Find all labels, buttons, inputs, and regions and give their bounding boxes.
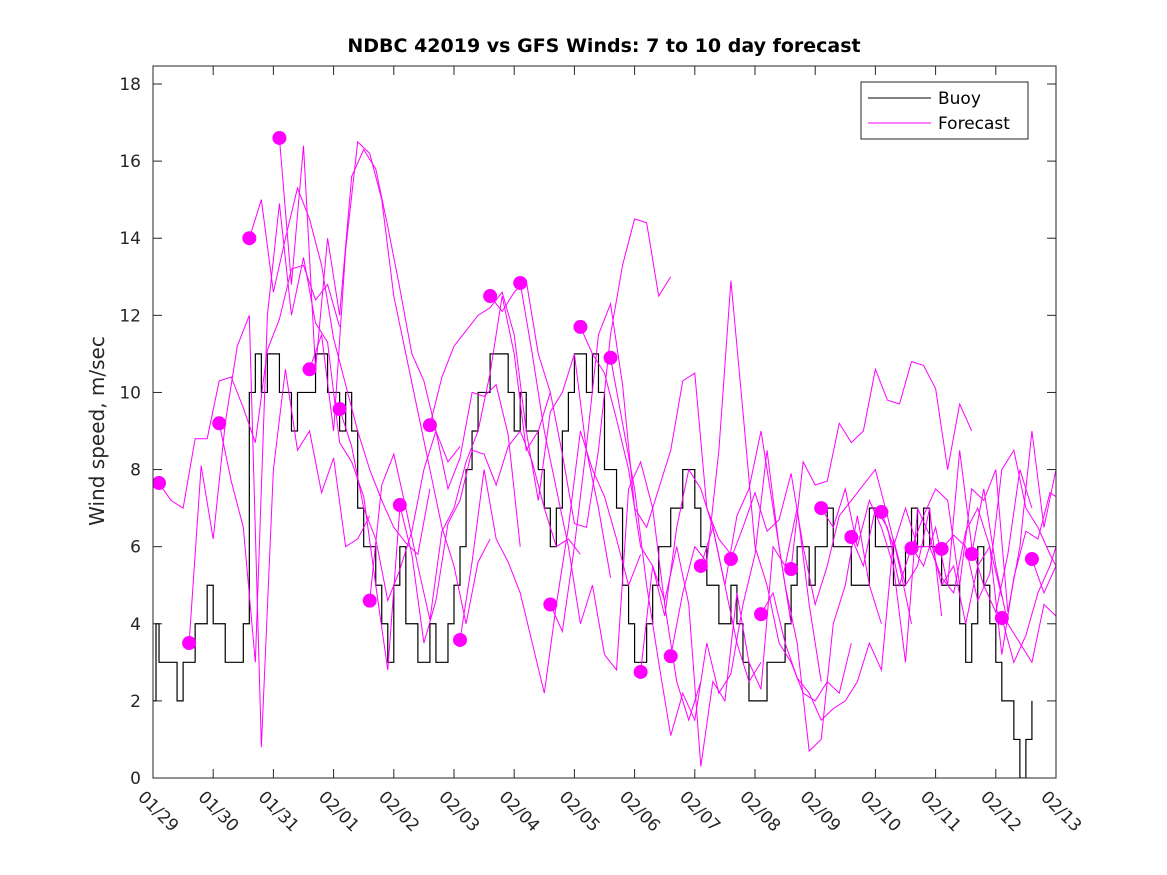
forecast-start-point: [182, 636, 197, 651]
forecast-start-point: [754, 607, 769, 622]
forecast-line: [459, 430, 642, 694]
x-tick-label: 02/02: [374, 787, 423, 836]
plot-frame: [152, 65, 1057, 779]
forecast-start-point: [814, 501, 829, 516]
x-tick-label: 02/09: [796, 787, 845, 836]
forecast-line: [880, 491, 1056, 655]
forecast-line: [790, 360, 973, 570]
forecast-line: [339, 383, 521, 603]
forecast-start-point: [904, 541, 919, 556]
forecast-start-point: [483, 289, 498, 304]
forecast-start-point: [272, 130, 287, 145]
forecast-line: [610, 357, 792, 736]
y-axis: 0 2 4 6 8 10 12 14 16 18: [119, 75, 1056, 789]
forecast-line: [519, 282, 702, 722]
forecast-start-point: [663, 649, 678, 664]
forecast-line: [730, 468, 913, 624]
forecast-start-point: [242, 231, 257, 246]
forecast-line: [941, 448, 1056, 603]
y-tick-label: 12: [119, 306, 141, 326]
forecast-start-point: [844, 530, 859, 545]
forecast-start-point: [934, 541, 949, 556]
x-tick-label: 02/05: [555, 787, 604, 836]
y-tick-label: 10: [119, 383, 141, 403]
forecast-start-point: [212, 416, 227, 431]
forecast-line: [158, 264, 341, 509]
y-tick-label: 6: [130, 538, 141, 558]
forecast-start-point: [784, 562, 799, 577]
y-axis-label: Wind speed, m/sec: [85, 336, 109, 526]
x-tick-label: 01/29: [133, 787, 182, 836]
y-tick-label: 8: [130, 461, 141, 481]
forecast-line: [218, 203, 401, 671]
forecast-start-point: [964, 546, 979, 561]
legend: Buoy Forecast: [860, 81, 1029, 140]
forecast-line: [429, 291, 612, 578]
x-tick-label: 02/10: [856, 787, 905, 836]
y-tick-label: 2: [130, 692, 141, 712]
legend-forecast-label: Forecast: [938, 114, 1010, 134]
forecast-start-point: [693, 558, 708, 573]
legend-buoy-label: Buoy: [938, 89, 981, 109]
forecast-line: [549, 301, 732, 634]
forecast-line: [278, 137, 461, 463]
forecast-start-point: [994, 610, 1009, 625]
forecast-line: [248, 186, 431, 556]
forecast-line: [700, 430, 882, 753]
x-tick-label: 02/11: [916, 787, 965, 836]
forecast-start-point: [874, 504, 889, 519]
y-tick-label: 14: [119, 229, 141, 249]
forecast-line: [820, 486, 1003, 663]
forecast-start-point: [362, 593, 377, 608]
x-tick-label: 02/13: [1036, 787, 1085, 836]
forecast-start-point: [1024, 552, 1039, 567]
forecast-start-point: [603, 350, 618, 365]
y-tick-label: 16: [119, 152, 141, 172]
y-tick-label: 0: [130, 769, 141, 789]
forecast-start-point: [723, 552, 738, 567]
forecast-line: [579, 326, 762, 683]
forecast-start-point: [453, 632, 468, 647]
forecast-line: [1031, 558, 1056, 595]
x-tick-label: 02/12: [976, 787, 1025, 836]
forecast-series-group: [153, 130, 1056, 767]
forecast-line: [489, 218, 672, 529]
x-tick-label: 01/30: [194, 787, 243, 836]
x-tick-label: 02/08: [735, 787, 784, 836]
forecast-start-point: [302, 362, 317, 377]
forecast-line: [309, 140, 491, 624]
x-tick-label: 02/07: [675, 787, 724, 836]
forecast-line: [760, 508, 943, 722]
legend-box: [860, 81, 1029, 140]
forecast-line: [399, 429, 581, 644]
x-tick-label: 02/04: [495, 787, 544, 836]
x-tick-label: 01/31: [254, 787, 303, 836]
x-tick-label: 02/03: [434, 787, 483, 836]
forecast-line: [369, 295, 551, 621]
x-tick-label: 02/01: [314, 787, 363, 836]
x-tick-label: 02/06: [615, 787, 664, 836]
forecast-line: [1001, 546, 1056, 664]
chart-title: NDBC 42019 vs GFS Winds: 7 to 10 day for…: [347, 35, 860, 57]
x-axis: 01/29 01/30 01/31 02/01 02/02 02/03 02/04 02/05…: [133, 66, 1085, 836]
forecast-start-point: [573, 319, 588, 334]
forecast-start-point: [332, 402, 347, 417]
forecast-line: [188, 315, 371, 748]
forecast-start-point: [422, 418, 437, 433]
forecast-line: [911, 430, 1056, 613]
forecast-start-point: [633, 664, 648, 679]
y-tick-label: 18: [119, 75, 141, 95]
forecast-start-point: [153, 476, 167, 491]
forecast-line: [640, 508, 822, 767]
forecast-start-point: [392, 498, 407, 513]
forecast-line: [971, 488, 1056, 664]
forecast-line: [670, 280, 852, 702]
forecast-start-point: [513, 275, 528, 290]
forecast-line: [850, 450, 1033, 614]
y-tick-label: 4: [130, 615, 141, 635]
forecast-start-point: [543, 597, 558, 612]
